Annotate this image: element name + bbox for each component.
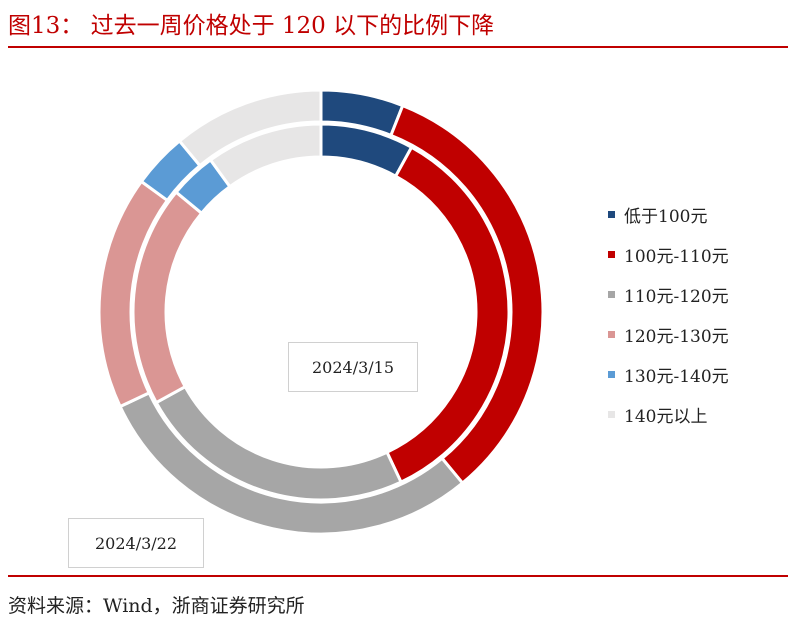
legend-swatch xyxy=(608,410,615,418)
legend-swatch xyxy=(608,370,615,378)
legend-swatch xyxy=(608,210,615,218)
legend-swatch xyxy=(608,290,615,298)
legend-label: 120元-130元 xyxy=(624,326,729,347)
title-rule xyxy=(8,46,788,48)
legend-label: 100元-110元 xyxy=(624,246,729,267)
legend-swatch xyxy=(608,250,615,258)
slice-outer-5 xyxy=(177,88,323,168)
doughnut-chart xyxy=(97,88,545,536)
legend-item: 130元-140元 xyxy=(608,354,729,394)
legend: 低于100元 100元-110元 110元-120元 120元-130元 130… xyxy=(608,194,729,434)
outer-ring-label: 2024/3/22 xyxy=(68,518,204,568)
legend-item: 低于100元 xyxy=(608,194,729,234)
legend-item: 140元以上 xyxy=(608,394,729,434)
slice-inner-5 xyxy=(208,122,323,189)
legend-item: 120元-130元 xyxy=(608,314,729,354)
legend-label: 130元-140元 xyxy=(624,366,729,387)
legend-label: 140元以上 xyxy=(624,406,708,427)
figure-title: 图13： 过去一周价格处于 120 以下的比例下降 xyxy=(8,13,495,39)
legend-label: 低于100元 xyxy=(624,206,708,227)
source-rule xyxy=(8,575,788,577)
source-note: 资料来源：Wind，浙商证券研究所 xyxy=(8,595,305,617)
legend-swatch xyxy=(608,330,615,338)
legend-label: 110元-120元 xyxy=(624,286,729,307)
legend-item: 110元-120元 xyxy=(608,274,729,314)
inner-ring-label: 2024/3/15 xyxy=(288,342,418,392)
legend-item: 100元-110元 xyxy=(608,234,729,274)
